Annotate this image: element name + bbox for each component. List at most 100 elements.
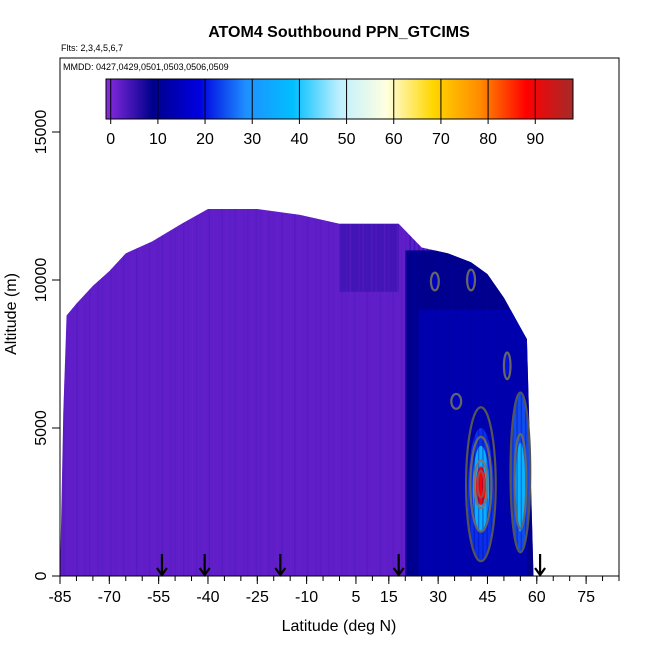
flight-arrows	[156, 554, 546, 577]
colorbar-tick-label: 60	[385, 131, 403, 148]
x-tick-label: 60	[528, 589, 546, 606]
flight-arrow	[392, 554, 405, 577]
profile-streak	[285, 208, 287, 576]
profile-streak	[157, 208, 159, 576]
contour-line-9	[450, 392, 463, 410]
profile-streak	[191, 208, 193, 576]
y-tick-label: 15000	[33, 110, 50, 155]
x-tick-label: -85	[48, 589, 71, 606]
contour-line-8	[502, 351, 512, 381]
region-spot-2	[467, 271, 475, 286]
colorbar-tick-label: 80	[479, 131, 497, 148]
contour-layer	[429, 268, 532, 563]
profile-streak	[101, 208, 104, 576]
profile-streak	[204, 208, 206, 576]
profile-streak	[294, 208, 296, 576]
profile-streak	[383, 208, 386, 576]
flight-arrow	[274, 554, 287, 577]
profile-streak	[67, 208, 69, 576]
contour-line-2	[473, 459, 489, 510]
colorbar-tick-label: 50	[338, 131, 356, 148]
profile-streak	[366, 208, 369, 576]
profile-streak	[84, 208, 87, 576]
axes: -85 -70 -55 -40 -25 -10 5 15 30 45 60 75 0 5000 10000 1…	[33, 110, 620, 606]
profile-streak	[358, 208, 360, 576]
profile-streak	[106, 208, 108, 576]
flight-arrow	[156, 554, 168, 577]
date-note: MMDD: 0427,0429,0501,0503,0506,0509	[63, 62, 229, 72]
profile-streak	[63, 208, 65, 576]
profile-streak	[332, 208, 334, 576]
colorbar-tick-label: 40	[291, 131, 309, 148]
profile-streak	[452, 208, 454, 576]
profile-streak	[306, 208, 309, 576]
profile-streak	[165, 208, 168, 576]
profile-streak	[93, 208, 95, 576]
profile-streak	[388, 208, 390, 576]
profile-streak	[426, 208, 429, 576]
profile-streak	[465, 208, 467, 576]
x-tick-label: 45	[479, 589, 497, 606]
x-tick-label: 30	[429, 589, 447, 606]
profile-streak	[255, 208, 258, 576]
profile-streak	[298, 208, 300, 576]
profile-streak	[499, 208, 501, 576]
y-tick-label: 0	[33, 571, 50, 580]
profile-streak	[405, 208, 407, 576]
profile-streak	[311, 208, 313, 576]
x-tick-label: 75	[577, 589, 595, 606]
profile-streak	[524, 208, 527, 576]
profile-streak	[161, 208, 164, 576]
flight-arrow	[534, 554, 546, 577]
profile-streak	[302, 208, 305, 576]
profile-streak	[174, 208, 176, 576]
profile-streak	[443, 208, 446, 576]
profile-streak	[435, 208, 437, 576]
profile-streak	[114, 208, 116, 576]
profile-streak	[516, 208, 518, 576]
profile-streak	[242, 208, 245, 576]
contour-line-4	[509, 391, 532, 554]
contour-line-7	[465, 268, 477, 292]
colorbar-tick-label: 0	[106, 131, 115, 148]
profile-streak	[503, 208, 505, 576]
profile-streak	[512, 208, 514, 576]
profile-streak	[88, 208, 91, 576]
profile-streak	[221, 208, 223, 576]
profile-streak	[456, 208, 458, 576]
colorbar-tick-label: 10	[149, 131, 167, 148]
profile-streak	[448, 208, 450, 576]
profile-streak	[230, 208, 232, 576]
profile-streak	[123, 208, 125, 576]
profile-streak	[495, 208, 497, 576]
x-tick-label: -40	[196, 589, 219, 606]
profile-streak	[289, 208, 292, 576]
profile-streak	[118, 208, 121, 576]
profile-streak	[76, 208, 78, 576]
flight-arrow	[198, 554, 211, 577]
contour-line-3	[476, 469, 486, 499]
profile-streak	[178, 208, 181, 576]
profile-streak	[439, 208, 441, 576]
x-tick-label: 15	[380, 589, 398, 606]
profile-streak	[131, 208, 134, 576]
y-tick-label: 5000	[33, 410, 50, 446]
profile-streak	[375, 208, 377, 576]
region-spot-3	[503, 354, 511, 375]
profile-streak	[341, 208, 343, 576]
profile-streak	[349, 208, 352, 576]
profile-streak	[336, 208, 339, 576]
profile-streak	[127, 208, 129, 576]
colorbar-tick-label: 30	[243, 131, 261, 148]
x-tick-label: 5	[351, 589, 360, 606]
flights-note: Flts: 2,3,4,5,6,7	[61, 43, 123, 53]
profile-streak	[97, 208, 99, 576]
profile-streak	[259, 208, 262, 576]
profile-streak	[182, 208, 185, 576]
colorbar-tick-label: 90	[526, 131, 544, 148]
profile-streak	[477, 208, 480, 576]
profile-streak	[170, 208, 172, 576]
x-tick-label: -70	[98, 589, 121, 606]
y-axis-label: Altitude (m)	[3, 273, 20, 355]
